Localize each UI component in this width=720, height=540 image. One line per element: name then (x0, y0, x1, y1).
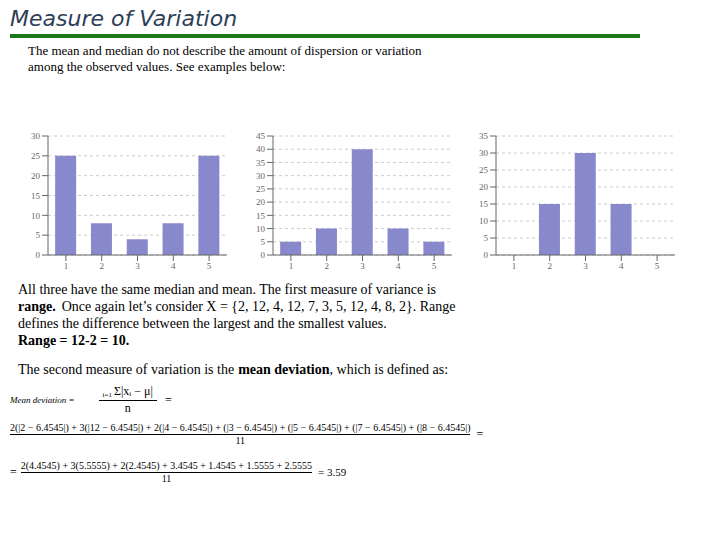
svg-text:5: 5 (36, 230, 41, 240)
svg-text:20: 20 (256, 197, 266, 207)
svg-text:2: 2 (547, 261, 552, 271)
svg-text:20: 20 (31, 171, 41, 181)
html-text:= 3.59: = 3.59 (318, 466, 347, 478)
svg-text:25: 25 (256, 184, 266, 194)
html-text:range. Once again let’s consid: range. Once again let’s consider X = {2,… (18, 299, 456, 314)
svg-text:25: 25 (31, 151, 41, 161)
html-text:The mean and median do not des: The mean and median do not describe the … (28, 43, 422, 58)
svg-text:25: 25 (479, 165, 489, 175)
svg-text:20: 20 (479, 182, 489, 192)
svg-text:2: 2 (324, 261, 329, 271)
svg-text:5: 5 (207, 261, 212, 271)
html-text:= 2(4.4545) + 3(5.5555) + 2(2.: = 2(4.4545) + 3(5.5555) + 2(2.4545) + 3.… (10, 460, 313, 479)
html-text:All three have the same median: All three have the same median and mean.… (18, 282, 436, 297)
svg-text:15: 15 (31, 191, 41, 201)
svg-text:0: 0 (261, 250, 266, 260)
html-text:Measure of Variation: Measure of Variation (10, 6, 238, 31)
svg-text:1: 1 (512, 261, 517, 271)
html-text:11: 11 (235, 435, 245, 446)
svg-text:0: 0 (36, 250, 41, 260)
svg-text:5: 5 (484, 233, 489, 243)
svg-text:3: 3 (360, 261, 365, 271)
html-text:n: n (124, 401, 131, 415)
html-text:The second measure of variatio: The second measure of variation is the m… (18, 362, 449, 377)
svg-text:35: 35 (479, 131, 489, 141)
svg-text:5: 5 (655, 261, 660, 271)
html-text:among the observed values. See: among the observed values. See examples … (28, 59, 286, 74)
svg-text:0: 0 (484, 250, 489, 260)
svg-text:3: 3 (135, 261, 140, 271)
svg-text:15: 15 (256, 211, 266, 221)
svg-text:30: 30 (479, 148, 489, 158)
svg-text:1: 1 (64, 261, 69, 271)
svg-text:1: 1 (289, 261, 294, 271)
svg-text:4: 4 (619, 261, 624, 271)
svg-text:5: 5 (432, 261, 437, 271)
html-text:Mean deviation =: Mean deviation = (10, 395, 75, 405)
svg-text:45: 45 (256, 131, 266, 141)
html-text:11: 11 (161, 473, 172, 484)
html-text:Range = 12-2 = 10.: Range = 12-2 = 10. (18, 333, 130, 348)
html-text:i=1 Σ|xᵢ − μ|: i=1 Σ|xᵢ − μ| (102, 384, 153, 399)
svg-text:10: 10 (31, 211, 41, 221)
svg-text:10: 10 (479, 216, 489, 226)
svg-text:4: 4 (171, 261, 176, 271)
svg-text:5: 5 (261, 237, 266, 247)
svg-text:10: 10 (256, 224, 266, 234)
svg-text:30: 30 (256, 171, 266, 181)
svg-text:40: 40 (256, 144, 266, 154)
svg-text:2: 2 (99, 261, 104, 271)
svg-text:4: 4 (396, 261, 401, 271)
svg-text:15: 15 (479, 199, 489, 209)
html-text:2(|2 − 6.4545|) + 3(|12 − 6.45: 2(|2 − 6.4545|) + 3(|12 − 6.4545|) + 2(|… (10, 422, 471, 433)
svg-text:30: 30 (31, 131, 41, 141)
html-text:defines the difference between: defines the difference between the large… (18, 316, 387, 331)
svg-text:35: 35 (256, 158, 266, 168)
svg-text:3: 3 (583, 261, 588, 271)
